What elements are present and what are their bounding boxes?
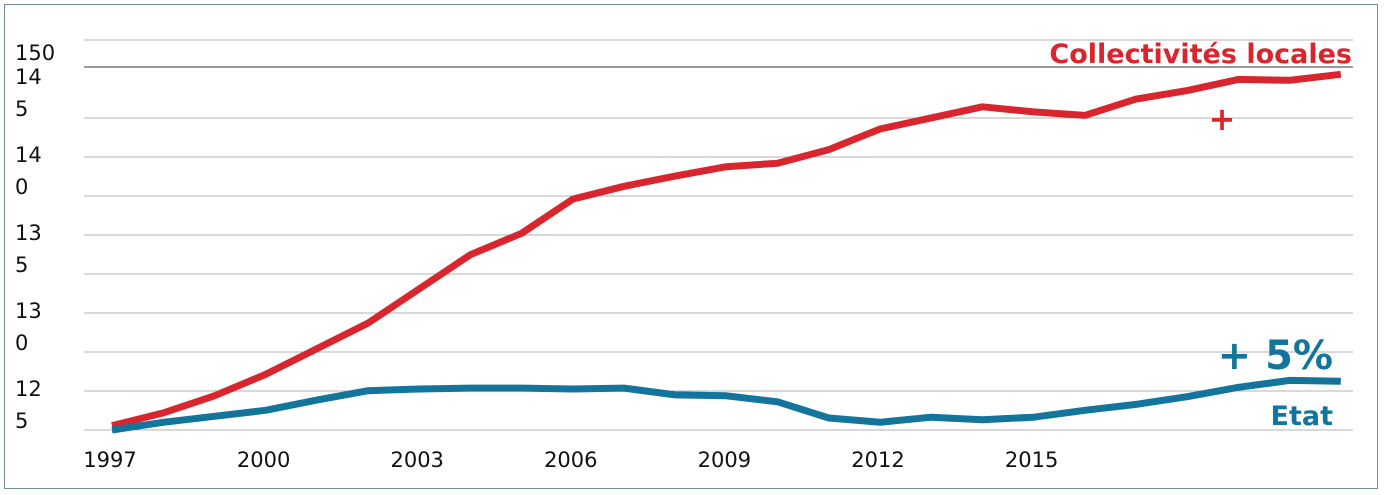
y-tick-label: 0 xyxy=(15,331,28,355)
x-tick-label: 2009 xyxy=(698,448,751,472)
series-line-etat xyxy=(111,376,1341,434)
x-tick-label: 2015 xyxy=(1005,448,1058,472)
x-tick-label: 2006 xyxy=(544,448,597,472)
y-tick-label: 0 xyxy=(15,175,28,199)
y-tick-label: 5 xyxy=(15,409,28,433)
x-tick-label: 2012 xyxy=(851,448,904,472)
y-tick-label: 13 xyxy=(15,299,42,323)
series-label-etat: Etat xyxy=(1271,401,1334,432)
x-tick-label: 1997 xyxy=(83,448,136,472)
gridlines xyxy=(84,39,1353,431)
series-label-collectivites: Collectivités locales xyxy=(1049,39,1352,70)
y-tick-label: 5 xyxy=(15,97,28,121)
series-line-collectivites xyxy=(111,70,1342,430)
y-tick-label: 150 xyxy=(15,41,55,65)
annotation-collectivites-change: + xyxy=(1209,100,1236,138)
chart-frame xyxy=(4,4,1378,489)
x-tick-label: 2000 xyxy=(237,448,290,472)
y-tick-label: 12 xyxy=(15,377,42,401)
x-tick-label: 2003 xyxy=(390,448,443,472)
y-tick-label: 5 xyxy=(15,253,28,277)
x-axis-tick-labels: 1997 2000 2003 2006 2009 2012 2015 xyxy=(83,448,1058,472)
y-tick-label: 13 xyxy=(15,221,42,245)
annotation-etat-change: + 5% xyxy=(1218,333,1333,379)
y-tick-label: 14 xyxy=(15,65,42,89)
y-tick-label: 14 xyxy=(15,143,42,167)
series-lines xyxy=(111,70,1342,434)
